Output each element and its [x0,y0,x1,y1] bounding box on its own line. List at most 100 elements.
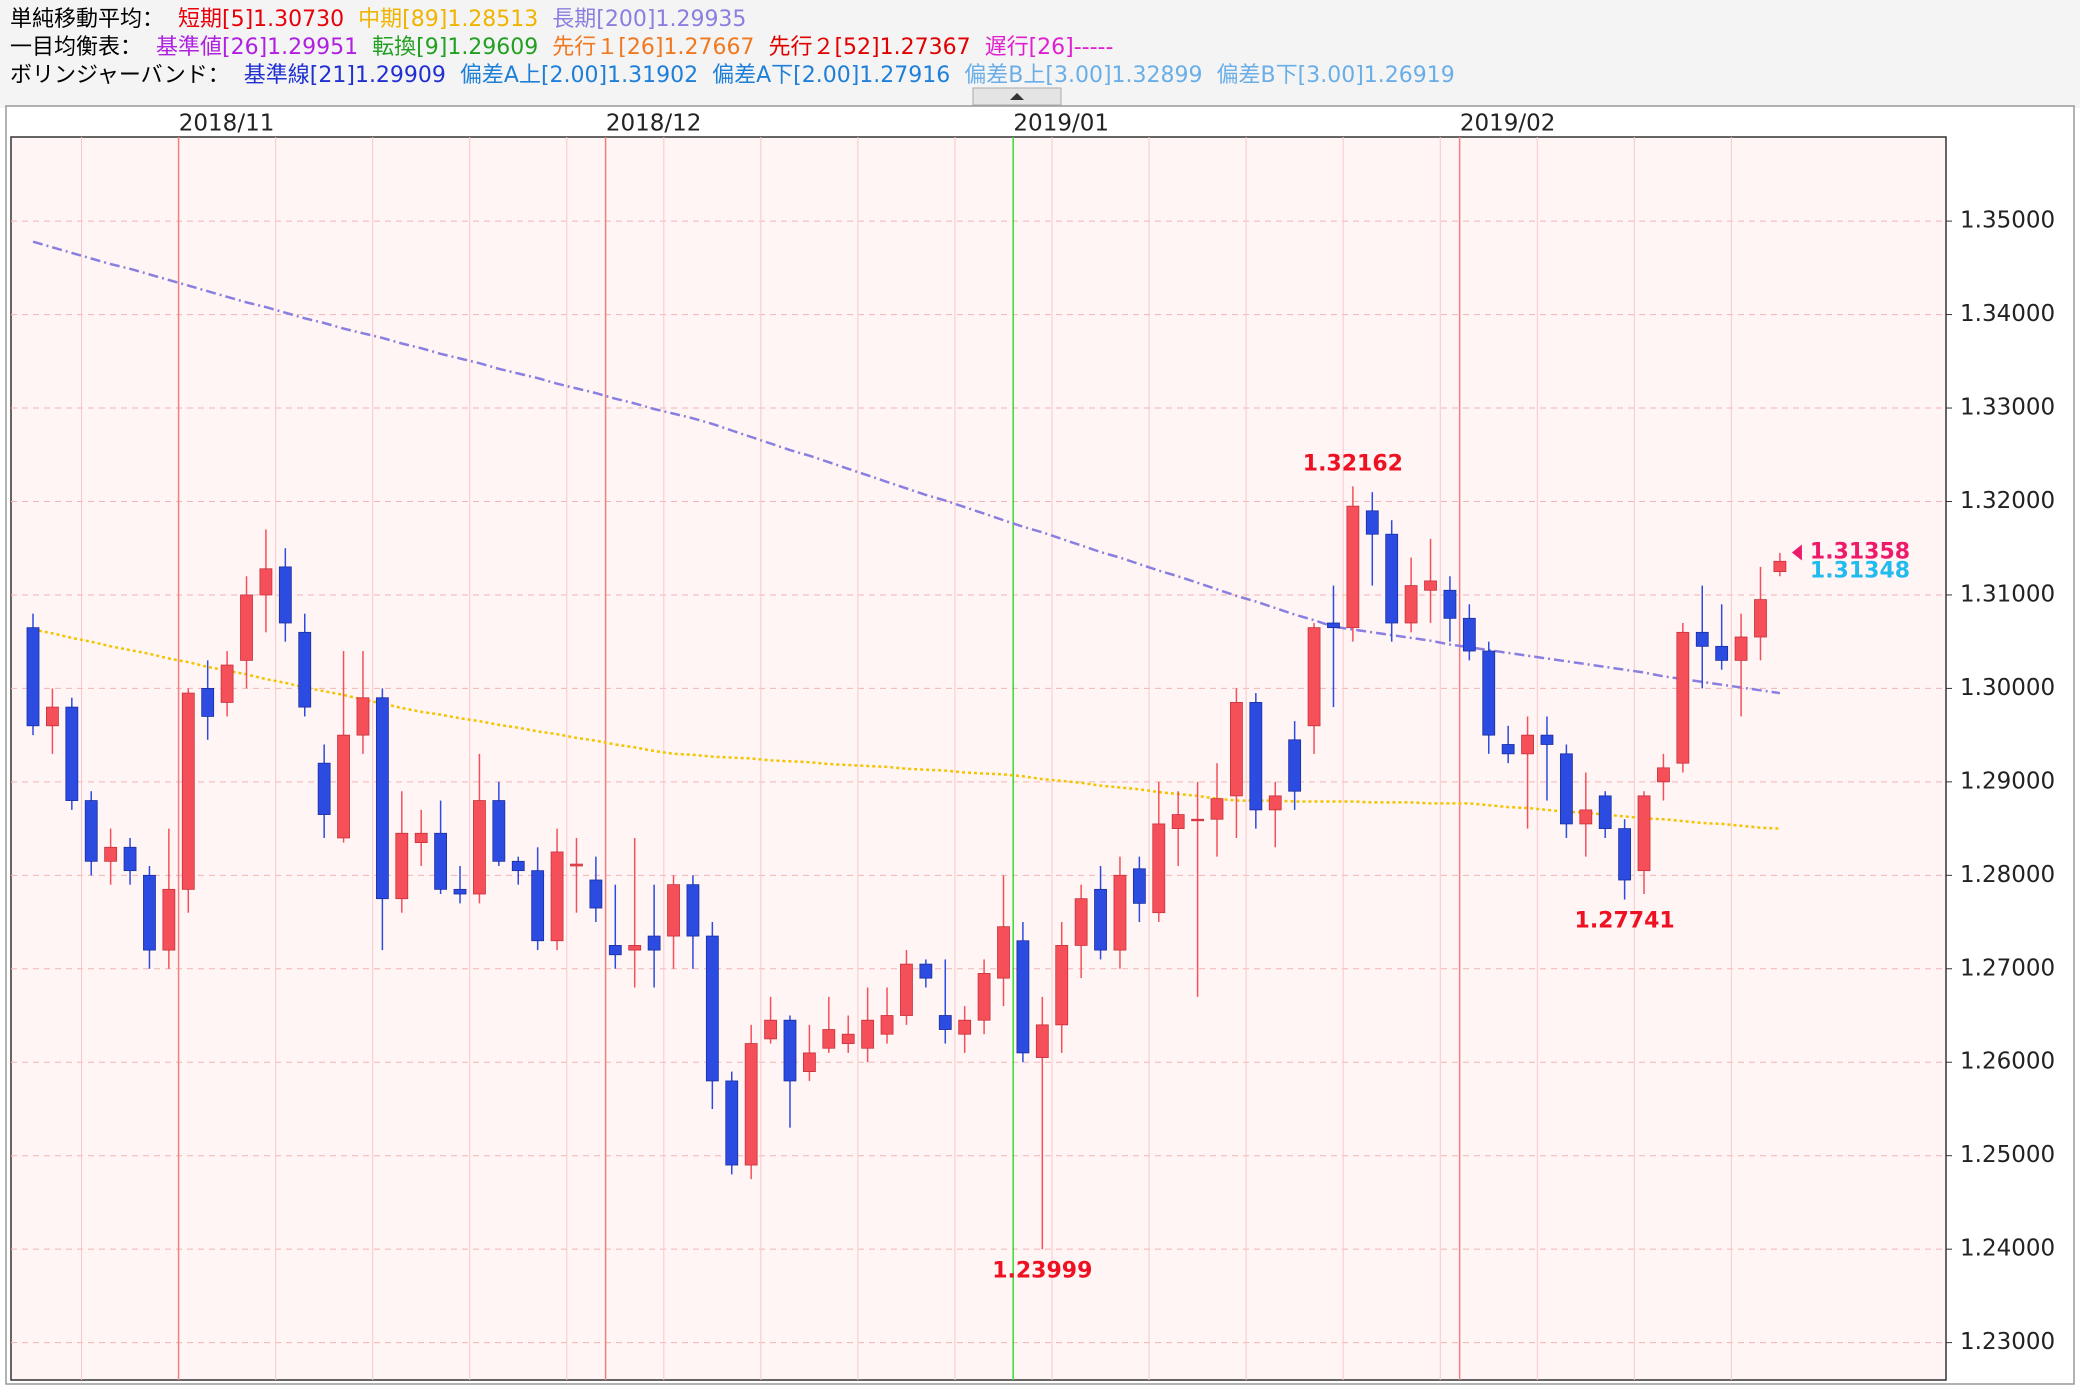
y-tick-label: 1.33000 [1960,395,2055,421]
candle-body [492,800,506,862]
candle-body [414,832,428,844]
candle-body [1113,874,1127,951]
candle-body [1715,645,1729,661]
candle-body [1307,627,1321,727]
candle-body [1404,585,1418,624]
indicator-text: 長期[200]1.29935 [552,7,746,32]
candle-body [764,1019,777,1040]
candle-body [84,800,98,862]
x-tick-label: 2018/12 [606,111,702,137]
candle-body [337,734,350,839]
indicator-text: 先行１[26]1.27667 [552,35,754,60]
candle-body [938,1015,952,1030]
candle-body [628,945,642,951]
indicator-line: ボリンジャーバンド： 基準線[21]1.29909 偏差A上[2.00]1.3190… [10,63,1455,88]
candle-body [1191,818,1204,822]
candle-body [1598,795,1612,829]
y-tick-label: 1.30000 [1960,675,2055,701]
current-price: 1.31358 [1810,539,1910,564]
candle-body [356,697,370,736]
candle-body [1618,828,1632,881]
candle-body [686,884,700,937]
candle-body [1424,580,1437,591]
candle-body [1171,814,1185,829]
indicator-text: 中期[89]1.28513 [358,7,538,32]
y-tick-label: 1.27000 [1960,955,2055,981]
candle-body [550,851,564,942]
candle-body [434,832,448,890]
candle-body [1695,631,1709,647]
low-label: 1.23999 [992,1258,1092,1283]
candle-body [1249,702,1263,811]
y-tick-label: 1.28000 [1960,862,2055,888]
x-tick-label: 2019/01 [1013,111,1109,137]
candle-body [375,697,389,900]
candle-body [162,888,176,951]
candle-body [861,1019,875,1049]
candle-body [259,568,273,596]
indicator-text: 短期[5]1.30730 [178,7,344,32]
candle-body [1521,734,1534,755]
candle-body [1462,617,1476,652]
candle-body [1482,650,1496,736]
y-tick-label: 1.35000 [1960,208,2055,234]
candle-body [317,762,331,815]
candle-body [46,706,59,727]
candle-body [997,926,1010,979]
candle-body [1559,753,1573,825]
candle-body [26,627,40,727]
candle-body [1094,888,1107,951]
candle-body [1385,533,1399,624]
indicator-text: ボリンジャーバンド： [10,63,230,88]
candle-body [705,935,719,1082]
y-tick-label: 1.32000 [1960,488,2055,514]
candle-body [803,1052,816,1072]
candle-body [453,888,467,895]
candle-body [1268,795,1282,811]
candle-body [1754,599,1767,638]
candle-body [589,879,603,909]
y-tick-label: 1.24000 [1960,1236,2055,1262]
plot [11,137,1946,1380]
candle-body [958,1019,972,1035]
indicator-line: 単純移動平均： 短期[5]1.30730 中期[89]1.28513 長期[200]1… [10,7,746,32]
candle-body [1657,767,1670,783]
candle-body [511,860,525,872]
candle-body [220,664,234,703]
candle-body [919,963,933,979]
collapse-button[interactable] [972,87,1062,106]
candle-body [977,973,991,1021]
ma-line [32,628,1780,830]
candle-body [570,863,583,867]
candle-body [1501,744,1515,755]
candle-body [783,1019,797,1082]
candle-body [1152,823,1166,914]
candle-body [240,594,253,661]
candle-body [725,1080,739,1166]
candle-body [1210,798,1224,820]
candle-body [1443,589,1457,619]
indicator-text: 偏差A上[2.00]1.31902 [460,63,698,88]
indicator-text: 遅行[26]----- [985,35,1114,60]
indicator-text: 偏差B下[3.00]1.26919 [1217,63,1455,88]
indicator-text: 基準値[26]1.29951 [156,35,358,60]
candle-body [1327,622,1340,629]
candle-body [278,566,292,624]
candle-body [1055,945,1069,1026]
candle-body [1074,898,1088,946]
indicator-text: 偏差A下[2.00]1.27916 [712,63,950,88]
candle-body [1540,734,1554,745]
candle-body [841,1033,855,1044]
candle-body [667,884,680,937]
candle-body [473,800,486,895]
high-label: 1.32162 [1303,451,1403,476]
indicator-text: 単純移動平均： [10,7,164,32]
plot-area [10,136,1947,1381]
candle-body [181,692,195,890]
candle-body [1365,510,1379,535]
indicator-text: 基準線[21]1.29909 [244,63,446,88]
button-icon[interactable] [1010,93,1024,100]
candle-body [1773,560,1787,572]
